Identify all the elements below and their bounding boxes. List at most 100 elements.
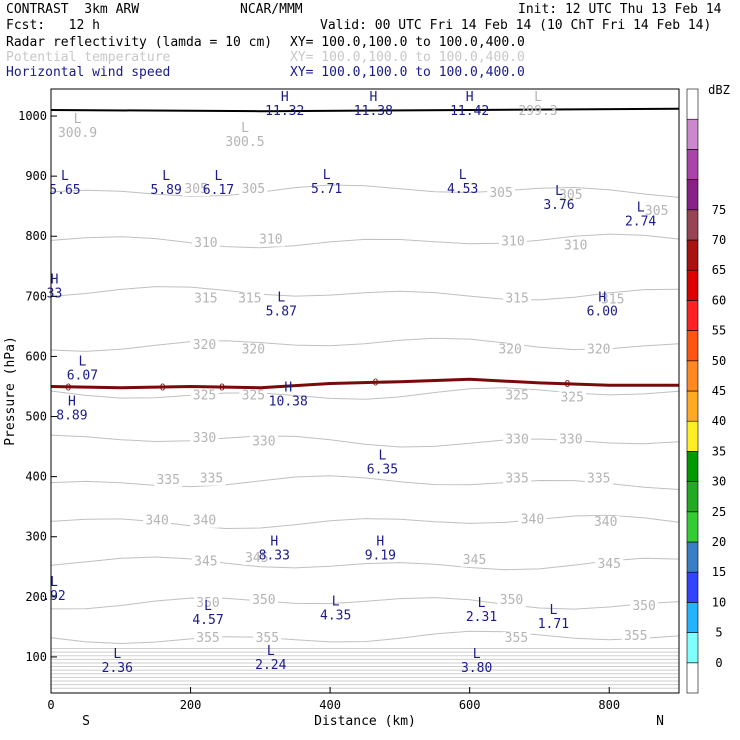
extremum-value: 11.32 xyxy=(265,104,304,119)
theta-label: 335 xyxy=(156,473,179,488)
x-tick-label: 0 xyxy=(47,698,54,712)
theta-label-bg xyxy=(502,631,531,645)
extremum-value: 300.5 xyxy=(225,135,264,150)
extremum-kind: L xyxy=(162,169,170,184)
extremum-value: 33 xyxy=(47,287,63,302)
colorbar-swatch xyxy=(686,149,699,180)
extremum-value: 3.76 xyxy=(543,198,574,213)
colorbar-level-label: 15 xyxy=(712,565,726,579)
theta-label: 355 xyxy=(256,631,279,646)
theta-label-bg xyxy=(191,237,220,251)
colorbar-level-label: 0 xyxy=(715,656,722,670)
theta-label-bg xyxy=(503,472,532,486)
reflectivity-zero-label: 0 xyxy=(160,382,166,393)
colorbar-swatch xyxy=(686,88,699,120)
extremum-value: 5.89 xyxy=(150,183,181,198)
reflectivity-zero-label: 0 xyxy=(219,382,225,393)
extremum-value: 2.31 xyxy=(466,610,497,625)
extremum-value: 6.35 xyxy=(367,463,398,478)
theta-label-bg xyxy=(242,551,271,565)
extremum-kind: L xyxy=(50,575,58,590)
colorbar-swatch xyxy=(686,330,699,362)
extremum-kind: L xyxy=(459,168,467,183)
theta-label: 310 xyxy=(564,238,587,253)
extremum-value: 5.71 xyxy=(311,182,342,197)
colorbar-level-label: 45 xyxy=(712,384,726,398)
theta-contour-305 xyxy=(50,184,680,198)
theta-label-bg xyxy=(503,389,532,403)
y-tick-label: 100 xyxy=(25,650,47,664)
field-wind-xy: XY= 100.0,100.0 to 100.0,400.0 xyxy=(290,65,525,80)
theta-contours xyxy=(50,184,680,689)
surface-line xyxy=(50,107,680,113)
extremum-kind: H xyxy=(281,90,289,105)
theta-label: 320 xyxy=(193,338,216,353)
theta-label-bg xyxy=(249,435,278,449)
theta-label: 330 xyxy=(252,434,275,449)
extremum-value: 9.19 xyxy=(365,549,396,564)
theta-label: 350 xyxy=(500,593,523,608)
colorbar-swatch xyxy=(686,269,699,301)
theta-label-bg xyxy=(630,600,659,614)
extremum-value: 11.42 xyxy=(450,104,489,119)
theta-label-bg xyxy=(190,431,219,445)
theta-label: 345 xyxy=(597,557,620,572)
extremum-value: 300.9 xyxy=(58,126,97,141)
y-axis-title: Pressure (hPa) xyxy=(3,336,18,446)
colorbar-level-label: 35 xyxy=(712,444,726,458)
theta-label: 345 xyxy=(245,551,268,566)
theta-label-bg xyxy=(182,182,211,196)
extremum-kind: L xyxy=(74,112,82,127)
theta-label-bg xyxy=(239,182,268,196)
extremum-kind: L xyxy=(215,169,223,184)
extremum-kind: L xyxy=(204,599,212,614)
theta-label: 330 xyxy=(193,431,216,446)
org-label: NCAR/MMM xyxy=(240,2,303,17)
theta-label: 335 xyxy=(587,472,610,487)
colorbar-level-label: 5 xyxy=(715,626,722,640)
extremum-kind: H xyxy=(376,535,384,550)
theta-label: 310 xyxy=(259,232,282,247)
field-reflectivity-name: Radar reflectivity (lamda = 10 cm) xyxy=(6,35,273,50)
valid-time: Valid: 00 UTC Fri 14 Feb 14 (10 ChT Fri … xyxy=(320,18,712,33)
colorbar-level-label: 10 xyxy=(712,595,726,609)
chart-labels: 355 355 355 355 350 350 350 350 345 345 345 345 340 3… xyxy=(42,90,671,676)
extremum-kind: L xyxy=(332,595,340,610)
colorbar-level-label: 50 xyxy=(712,354,726,368)
extremum-kind: H xyxy=(466,90,474,105)
theta-label: 330 xyxy=(505,433,528,448)
theta-label-bg xyxy=(256,233,285,247)
colorbar-level-label: 40 xyxy=(712,414,726,428)
theta-label-bg xyxy=(591,515,620,529)
theta-label: 340 xyxy=(145,514,168,529)
theta-label: 310 xyxy=(501,234,524,249)
theta-contour-310 xyxy=(50,233,680,249)
colorbar-swatch xyxy=(686,632,699,664)
theta-label: 320 xyxy=(242,342,265,357)
theta-label: 305 xyxy=(184,182,207,197)
colorbar-unit: dBZ xyxy=(708,83,730,97)
field-theta-name: Potential temperature xyxy=(6,50,171,65)
theta-label: 350 xyxy=(196,596,219,611)
colorbar-swatch xyxy=(686,300,699,331)
colorbar-level-label: 55 xyxy=(712,324,726,338)
theta-label: 325 xyxy=(193,389,216,404)
theta-label-bg xyxy=(239,343,268,357)
theta-label-bg xyxy=(584,343,613,357)
colorbar-swatch xyxy=(686,602,699,633)
colorbar: 0 5 10 15 20 25 30 35 40 45 50 55 60 65 70 75 xyxy=(686,88,726,694)
theta-label: 320 xyxy=(498,342,521,357)
theta-label: 340 xyxy=(193,514,216,529)
theta-label-bg xyxy=(558,391,587,405)
theta-label-bg xyxy=(518,513,547,527)
theta-label: 355 xyxy=(505,631,528,646)
theta-label-bg xyxy=(561,239,590,253)
theta-label: 355 xyxy=(624,629,647,644)
theta-label-bg xyxy=(194,631,222,645)
theta-label: 340 xyxy=(521,513,544,528)
theta-label: 340 xyxy=(594,515,617,530)
colorbar-swatch xyxy=(686,239,699,271)
theta-label-bg xyxy=(235,292,264,306)
colorbar-level-label: 30 xyxy=(712,475,726,489)
y-tick-label: 200 xyxy=(25,590,47,604)
